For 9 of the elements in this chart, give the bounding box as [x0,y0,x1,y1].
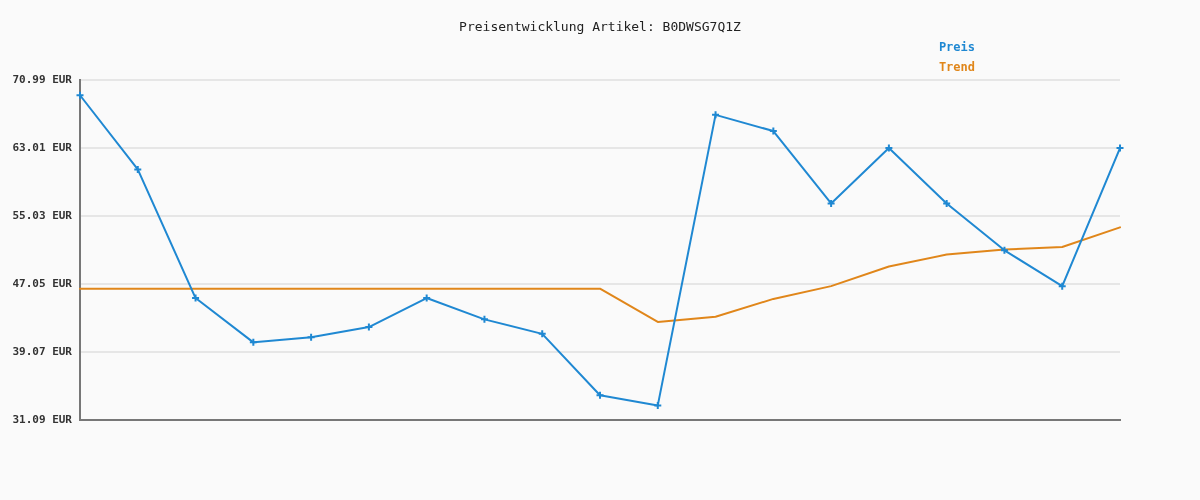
text: Preis [938,39,975,56]
y-tick-label: 31.09 EUR [12,412,73,426]
y-tick-label: 55.03 EUR [12,208,73,222]
chart-title: Preisentwicklung Artikel: B0DWSG7Q1Z [458,19,742,34]
y-tick-label: 39.07 EUR [12,344,73,358]
y-tick-label: 47.05 EUR [12,276,73,290]
y-tick-label: 70.99 EUR [12,72,73,86]
text: Trend [938,59,975,76]
y-tick-label: 63.01 EUR [12,140,73,154]
